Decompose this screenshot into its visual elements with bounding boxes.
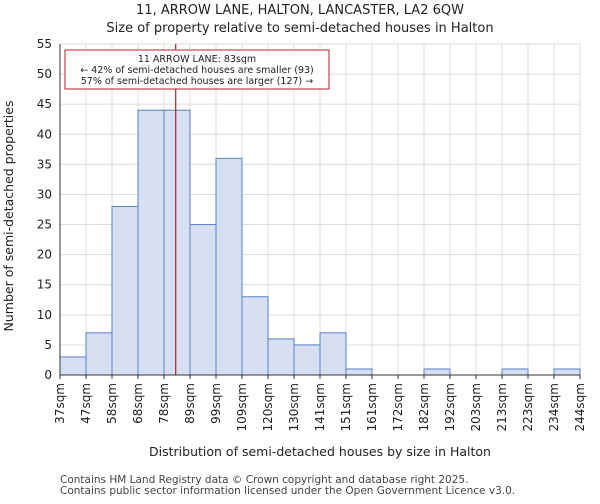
histogram-bar	[189, 224, 217, 376]
x-tick-label: 89sqm	[183, 383, 197, 424]
x-tick-label: 109sqm	[235, 383, 249, 431]
histogram-bar	[137, 109, 165, 376]
x-tick-label: 151sqm	[339, 383, 353, 431]
y-tick-label: 50	[37, 67, 52, 81]
histogram-bar	[319, 332, 347, 376]
histogram-bar	[85, 332, 113, 376]
histogram-bar	[111, 205, 139, 376]
chart-title: 11, ARROW LANE, HALTON, LANCASTER, LA2 6…	[136, 3, 464, 18]
y-tick-label: 30	[37, 187, 52, 201]
y-tick-label: 0	[44, 368, 52, 382]
x-tick-label: 213sqm	[495, 383, 509, 431]
chart-subtitle: Size of property relative to semi-detach…	[106, 21, 493, 36]
histogram-bar	[163, 109, 191, 376]
histogram-bar	[267, 338, 295, 376]
bar-layer	[59, 109, 581, 376]
y-tick-label: 40	[37, 127, 52, 141]
y-axis-label: Number of semi-detached properties	[1, 101, 16, 332]
y-tick-label: 45	[37, 97, 52, 111]
histogram-bar	[501, 368, 529, 376]
annotation-line-2: ← 42% of semi-detached houses are smalle…	[80, 65, 314, 76]
histogram-bar	[345, 368, 373, 376]
x-axis-label: Distribution of semi-detached houses by …	[149, 444, 491, 459]
x-tick-label: 99sqm	[209, 383, 223, 424]
x-tick-label: 58sqm	[105, 383, 119, 424]
x-tick-label: 192sqm	[443, 383, 457, 431]
footer-line-2: Contains public sector information licen…	[60, 485, 515, 497]
x-tick-label: 182sqm	[417, 383, 431, 431]
annotation-line-3: 57% of semi-detached houses are larger (…	[81, 76, 314, 87]
histogram-bar	[293, 344, 321, 376]
y-tick-label: 5	[44, 338, 52, 352]
histogram-bar	[215, 157, 243, 376]
x-tick-label: 130sqm	[287, 383, 301, 431]
x-tick-label: 172sqm	[391, 383, 405, 431]
x-tick-label: 47sqm	[79, 383, 93, 424]
histogram-bar	[423, 368, 451, 376]
y-tick-label: 55	[37, 37, 52, 51]
x-tick-label: 78sqm	[157, 383, 171, 424]
y-tick-label: 35	[37, 157, 52, 171]
y-tick-label: 20	[37, 248, 52, 262]
x-tick-label: 37sqm	[53, 383, 67, 424]
x-tick-label: 203sqm	[469, 383, 483, 431]
axis-layer: 0 5 10 15 20 25 30 35 40 45 50 55 37sqm 47sqm 58sqm 68s…	[37, 37, 587, 431]
x-tick-label: 244sqm	[573, 383, 587, 431]
annotation-line-1: 11 ARROW LANE: 83sqm	[138, 54, 256, 65]
histogram-bar	[59, 356, 87, 376]
footer-line-1: Contains HM Land Registry data © Crown c…	[60, 474, 468, 486]
histogram-bar	[553, 368, 581, 376]
x-tick-label: 141sqm	[313, 383, 327, 431]
x-tick-label: 120sqm	[261, 383, 275, 431]
y-tick-label: 15	[37, 278, 52, 292]
marker-annotation: 11 ARROW LANE: 83sqm ← 42% of semi-detac…	[64, 49, 330, 90]
y-tick-label: 10	[37, 308, 52, 322]
y-tick-label: 25	[37, 218, 52, 232]
histogram-bar	[241, 296, 269, 376]
annotation-box	[64, 49, 330, 90]
x-tick-label: 223sqm	[521, 383, 535, 431]
x-tick-label: 234sqm	[547, 383, 561, 431]
x-tick-label: 68sqm	[131, 383, 145, 424]
x-tick-label: 161sqm	[365, 383, 379, 431]
